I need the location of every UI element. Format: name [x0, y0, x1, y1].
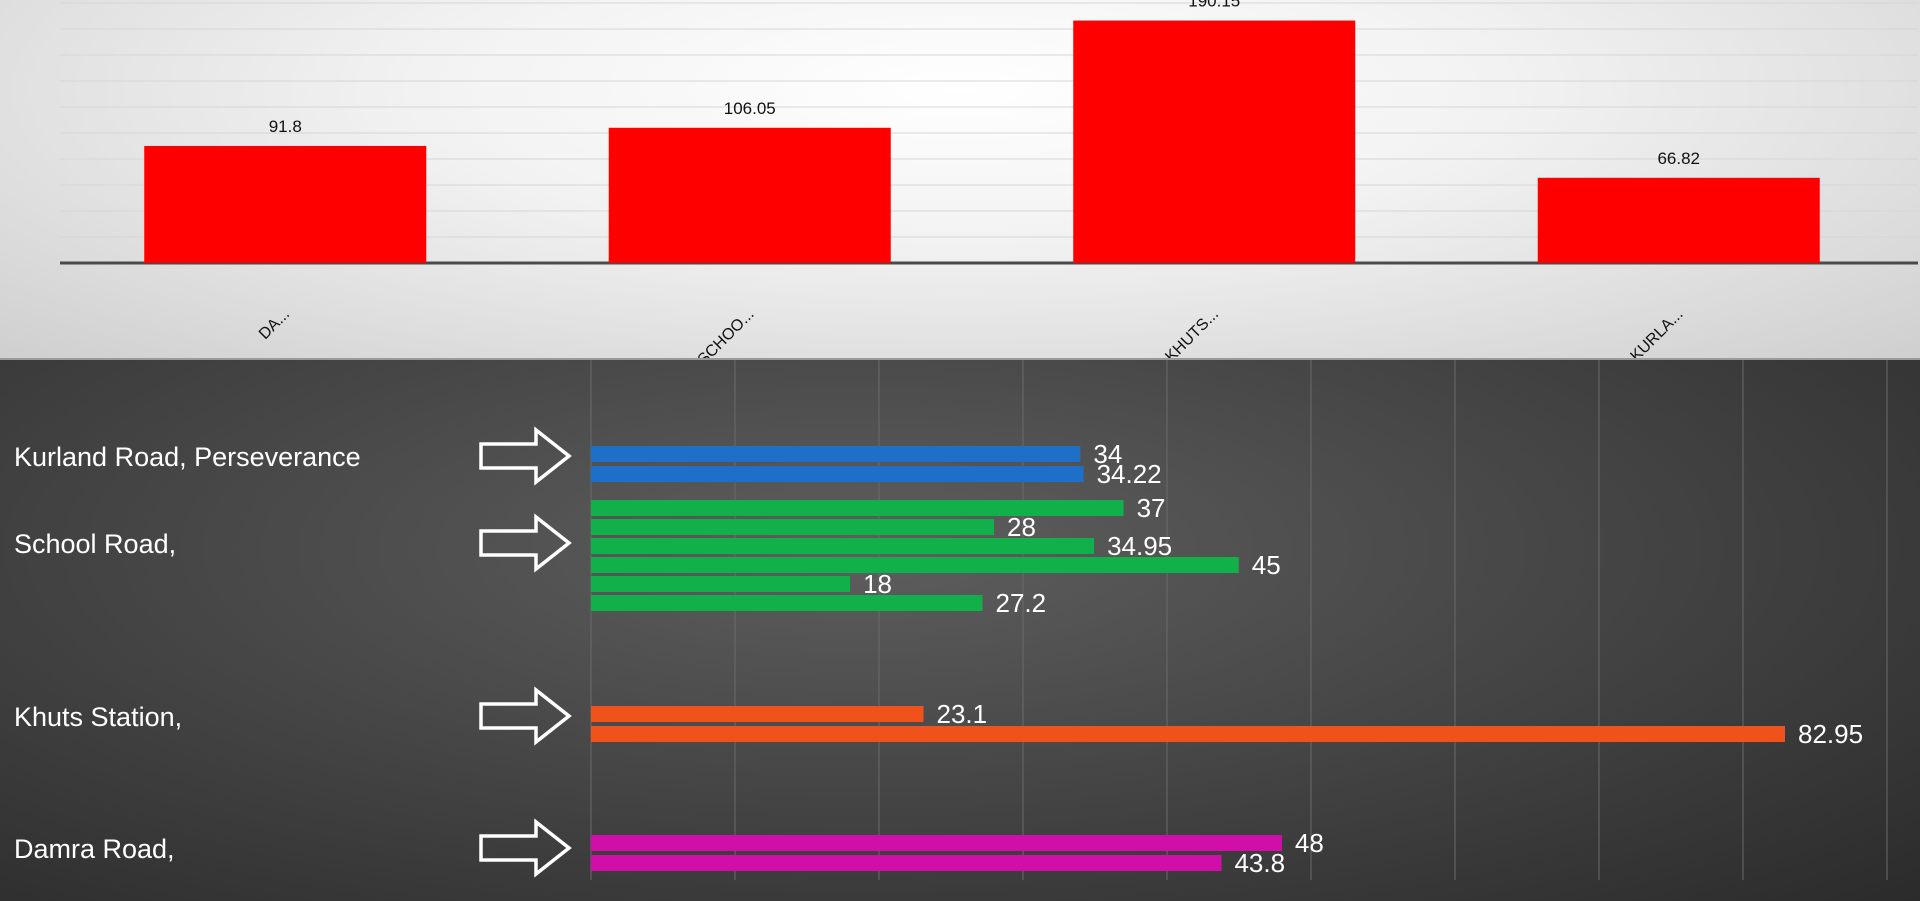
bar — [591, 446, 1081, 462]
x-tick-label: KURLA... — [1627, 306, 1686, 358]
right-arrow-outline-icon — [479, 818, 572, 878]
x-tick-label: SCHOO... — [695, 306, 758, 358]
bar-value-label: 82.95 — [1798, 719, 1863, 749]
bar-value-label: 91.8 — [269, 117, 302, 136]
bar-value-label: 190.15 — [1188, 0, 1240, 11]
row-label: Damra Road, — [14, 834, 175, 864]
bar-value-label: 34.95 — [1107, 531, 1172, 561]
bar — [591, 500, 1124, 516]
row-label: School Road, — [14, 529, 176, 559]
bar — [591, 538, 1095, 554]
column-chart-svg: 91.8 DA... 106.05 SCHOO... 190.15 KHUTS... 66.… — [60, 0, 1918, 358]
bar-value-label: 34.22 — [1097, 459, 1162, 489]
bar-value-label: 48 — [1295, 828, 1324, 858]
bar-value-label: 43.8 — [1234, 848, 1285, 878]
gridlines — [590, 360, 1888, 880]
bar — [591, 557, 1239, 573]
bar — [591, 466, 1084, 482]
bar-group: Khuts Station, 23.1 82.95 — [14, 686, 1863, 749]
bar-value-label: 45 — [1252, 550, 1281, 580]
right-arrow-outline-icon — [479, 686, 572, 746]
bar — [591, 519, 995, 535]
bar-value-label: 106.05 — [724, 99, 776, 118]
bar — [591, 595, 983, 611]
bar-value-label: 66.82 — [1657, 149, 1700, 168]
x-tick-label: DA... — [256, 306, 293, 343]
horizontal-bar-chart: Kurland Road, Perseverance 34 34.22 School … — [0, 360, 1920, 901]
bar — [591, 726, 1785, 742]
bar — [608, 127, 891, 263]
bar — [591, 855, 1222, 871]
bar — [591, 835, 1282, 851]
bar-value-label: 27.2 — [996, 588, 1047, 618]
x-tick-label: KHUTS... — [1162, 306, 1222, 358]
bar-value-label: 28 — [1007, 512, 1036, 542]
bar — [591, 706, 924, 722]
bar-group: Damra Road, 48 43.8 — [14, 818, 1324, 878]
bar-value-label: 18 — [863, 569, 892, 599]
bar — [1537, 177, 1820, 263]
right-arrow-outline-icon — [479, 426, 572, 486]
bar — [144, 145, 427, 263]
row-label: Khuts Station, — [14, 702, 182, 732]
bar-value-label: 34 — [1093, 439, 1122, 469]
bar — [1073, 20, 1356, 264]
bar-group: School Road, 37 28 34.95 45 18 27.2 — [14, 493, 1281, 618]
column-chart: 91.8 DA... 106.05 SCHOO... 190.15 KHUTS... 66.… — [0, 0, 1920, 360]
bar-value-label: 37 — [1137, 493, 1166, 523]
bar — [591, 576, 851, 592]
row-label: Kurland Road, Perseverance — [14, 442, 361, 472]
right-arrow-outline-icon — [479, 513, 572, 573]
bar-value-label: 23.1 — [937, 699, 988, 729]
